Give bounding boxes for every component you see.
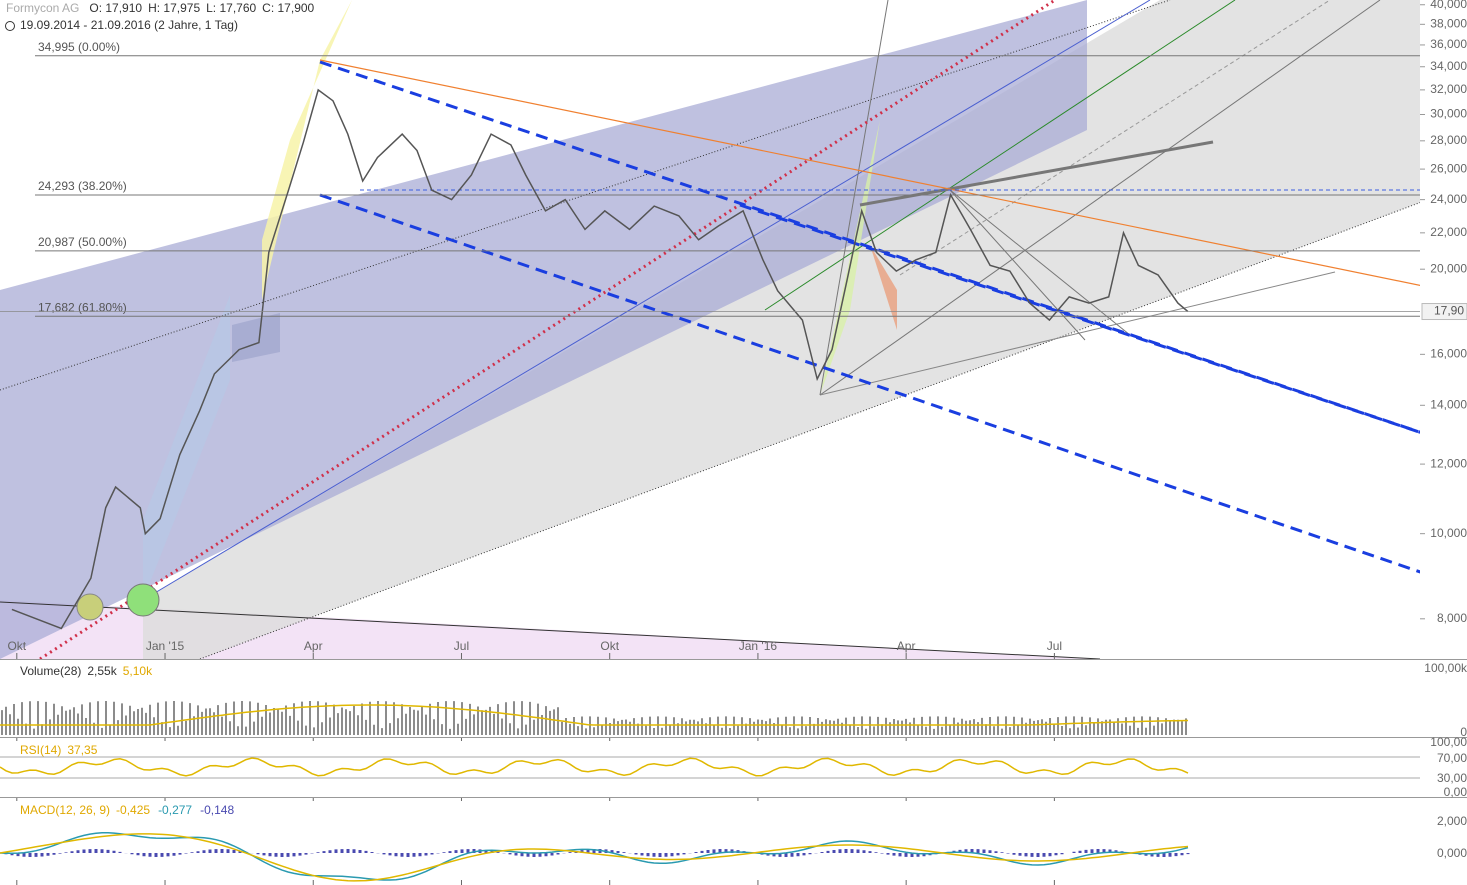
x-tick-label: Jan '16 [739,639,778,653]
fib-label: 20,987 (50.00%) [38,235,127,249]
axis-label: 0,000 [1437,846,1467,860]
indicator-curves [0,701,1190,882]
trend-line [949,189,1086,341]
axis-label: 70,00 [1437,751,1467,765]
macd-legend: MACD(12, 26, 9) -0,425 -0,277 -0,148 [20,803,234,817]
trend-line [899,0,1331,276]
x-tick-label: Okt [7,639,26,653]
axis-label: 100,00k [1424,661,1467,675]
price-line [11,88,1189,630]
axis-label: 2,000 [1437,814,1467,828]
fib-label: 24,293 (38.20%) [38,179,127,193]
trend-line [319,193,1420,574]
y-tick-label: 40,000 [1430,0,1467,11]
macd-curve [0,833,1189,882]
drawings [0,0,1420,659]
trend-line [319,59,1420,286]
trend-line [859,140,1214,207]
orange-zone [870,245,897,330]
volume-average [0,704,1189,726]
x-tick-label: Apr [897,639,916,653]
y-tick-label: 36,000 [1430,37,1467,51]
marker [126,583,160,617]
trend-line [819,0,889,396]
blue-channel [0,0,1087,659]
trend-line [949,189,1131,336]
box [232,313,280,362]
date-range: 19.09.2014 - 21.09.2016 (2 Jahre, 1 Tag) [20,18,238,32]
macd-histogram [4,849,1190,857]
y-tick-label: 10,000 [1430,526,1467,540]
blue-zone [143,295,230,600]
y-tick-label: 24,000 [1430,192,1467,206]
symbol: Formycon AG O: 17,910 H: 17,975 L: 17,760 C:… [6,1,315,15]
volume-legend: Volume(28) 2,55k 5,10k [20,664,153,678]
x-tick-label: Jul [454,639,469,653]
marker [76,593,104,621]
trend-line [739,203,1420,434]
volume-bars [1,701,1187,735]
y-tick-label: 20,000 [1430,261,1467,275]
y-tick-label: 32,000 [1430,82,1467,96]
rsi-curve [0,757,1189,777]
x-tick-label: Jan '15 [146,639,185,653]
fib-label: 17,682 (61.80%) [38,300,127,314]
trend-line [0,601,1101,659]
y-tick-label: 12,000 [1430,456,1467,470]
last-price-box [1421,303,1467,321]
x-tick-label: Jul [1047,639,1062,653]
last-price-label: 17,90 [1434,304,1464,318]
trend-line [819,271,1336,396]
y-tick-label: 30,000 [1430,107,1467,121]
axis-label: 30,00 [1437,771,1467,785]
trend-line [199,202,1420,659]
rsi-legend: RSI(14) 37,35 [20,743,98,757]
trend-line [39,0,1056,659]
macd-signal [0,832,1189,881]
green-zone [820,120,880,395]
axis-label: 0,00 [1444,785,1467,799]
fib-label: 34,995 (0.00%) [38,40,120,54]
trend-line [142,0,1151,601]
axis-label: 100,00 [1430,735,1467,749]
x-tick-label: Apr [304,639,323,653]
x-tick-label: Okt [600,639,619,653]
axis-label: 0 [1460,725,1467,739]
trend-line [319,60,1420,434]
y-tick-label: 22,000 [1430,225,1467,239]
y-tick-label: 8,000 [1437,611,1467,625]
y-tick-label: 26,000 [1430,161,1467,175]
trend-line [819,0,1381,396]
y-tick-label: 38,000 [1430,16,1467,30]
y-tick-label: 34,000 [1430,59,1467,73]
y-tick-label: 14,000 [1430,397,1467,411]
clock-icon [5,21,15,31]
grey-channel [143,0,1420,659]
y-tick-label: 16,000 [1430,347,1467,361]
y-tick-label: 28,000 [1430,133,1467,147]
